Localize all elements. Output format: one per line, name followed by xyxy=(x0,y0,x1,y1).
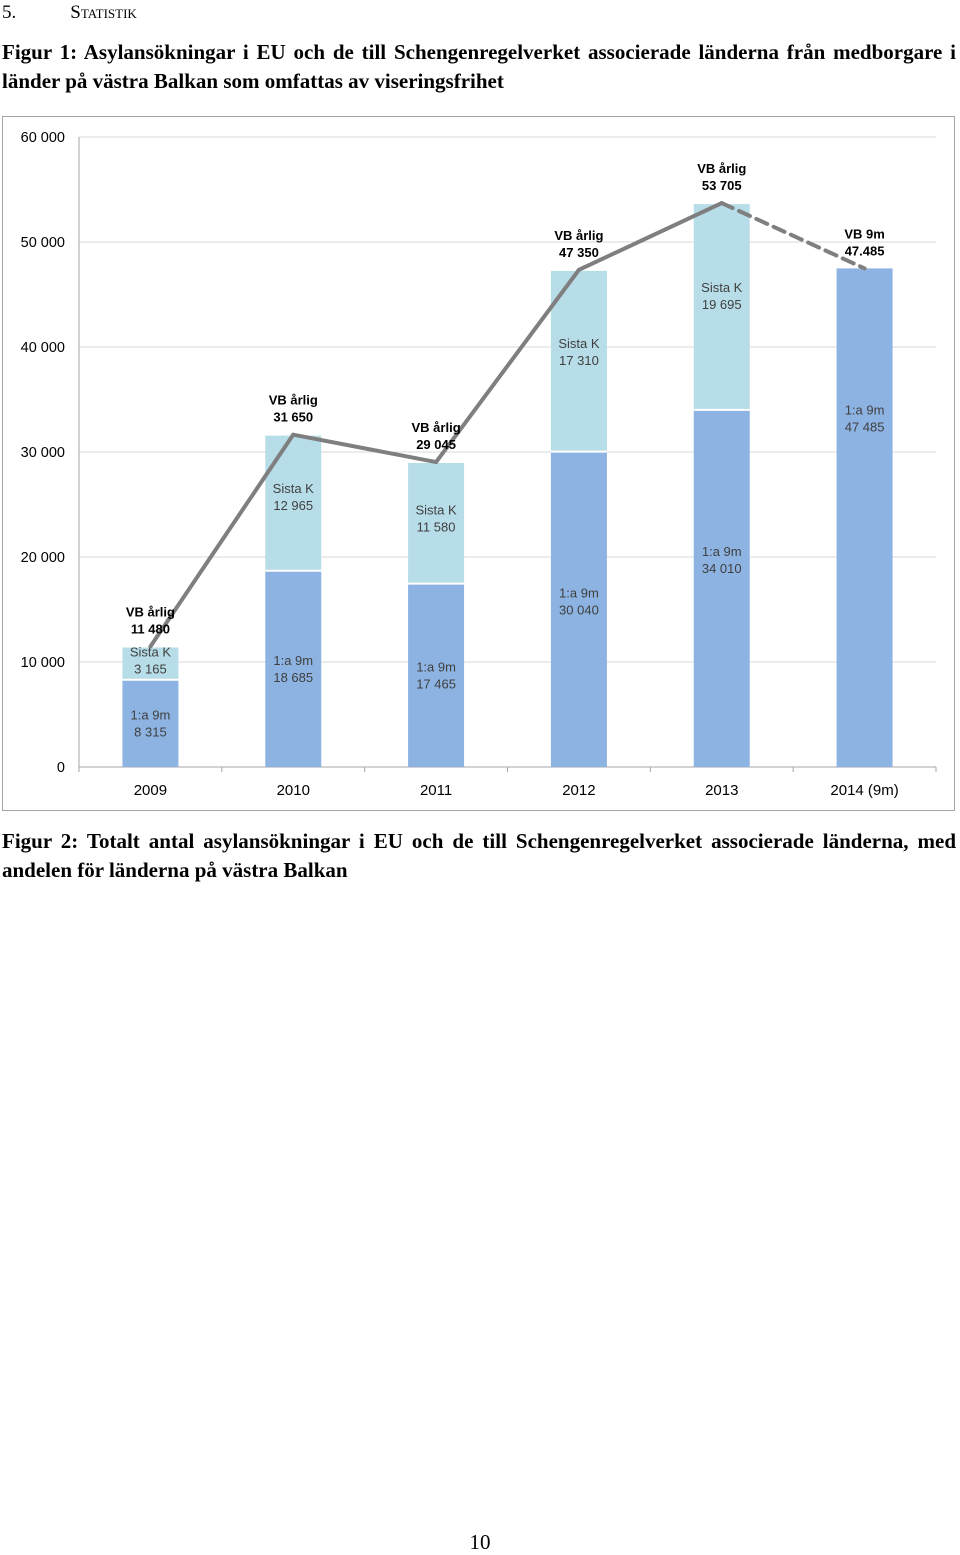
figure-2-caption: Figur 2: Totalt antal asylansökningar i … xyxy=(2,829,956,882)
line-value: 11 480 xyxy=(131,621,170,636)
bar-value-last-quarter: 3 165 xyxy=(134,661,167,676)
x-tick-label: 2013 xyxy=(705,782,738,799)
line-label: VB årlig xyxy=(554,228,603,243)
page-number: 10 xyxy=(469,1530,491,1554)
line-label: VB 9m xyxy=(844,226,884,241)
x-tick-label: 2012 xyxy=(562,782,595,799)
line-label: VB årlig xyxy=(126,604,175,619)
x-tick-label: 2014 (9m) xyxy=(830,782,898,799)
line-value: 53 705 xyxy=(702,178,742,193)
bar-last-quarter xyxy=(265,434,322,571)
line-value: 29 045 xyxy=(416,437,456,452)
bar-last-quarter xyxy=(550,269,607,452)
bar-value-last-quarter: 12 965 xyxy=(273,498,313,513)
y-tick-label: 40 000 xyxy=(21,340,65,356)
bar-value-last-quarter: 11 580 xyxy=(417,519,456,534)
y-tick-label: 0 xyxy=(57,760,65,776)
bar-last-quarter xyxy=(408,462,465,584)
bar-first-9m xyxy=(122,679,179,767)
section-number: 5. xyxy=(2,2,17,23)
bar-first-9m xyxy=(408,583,465,767)
bar-first-9m xyxy=(550,451,607,767)
bar-label-first-9m: 1:a 9m xyxy=(416,659,456,674)
y-tick-label: 10 000 xyxy=(21,655,65,671)
bar-label-first-9m: 1:a 9m xyxy=(702,544,742,559)
y-tick-label: 20 000 xyxy=(21,550,65,566)
bar-value-last-quarter: 17 310 xyxy=(559,353,599,368)
bar-label-first-9m: 1:a 9m xyxy=(131,707,171,722)
bar-first-9m xyxy=(836,268,893,767)
section-title: Statistik xyxy=(70,2,137,23)
chart-frame: 0 10 000 20 000 30 000 40 000 50 000 60 000 200… xyxy=(2,116,955,811)
line-segment xyxy=(291,432,439,465)
y-tick-label: 60 000 xyxy=(21,130,65,146)
line-label: VB årlig xyxy=(269,393,318,408)
bar-value-first-9m: 34 010 xyxy=(702,561,742,576)
bar-label-last-quarter: Sista K xyxy=(415,502,457,517)
x-tick-label: 2009 xyxy=(134,782,167,799)
bar-value-first-9m: 30 040 xyxy=(559,603,599,618)
bar-value-first-9m: 47 485 xyxy=(845,419,885,434)
line-value: 31 650 xyxy=(273,410,313,425)
line-value: 47 350 xyxy=(559,245,599,260)
y-tick-label: 50 000 xyxy=(21,235,65,251)
bar-first-9m xyxy=(265,570,322,767)
figure-1-caption: Figur 1: Asylansökningar i EU och de til… xyxy=(2,40,956,93)
line-label: VB årlig xyxy=(412,420,461,435)
section-heading: 5. Statistik xyxy=(2,2,137,24)
bar-value-last-quarter: 19 695 xyxy=(702,297,742,312)
x-tick-label: 2011 xyxy=(420,782,452,799)
bar-label-last-quarter: Sista K xyxy=(273,481,315,496)
asylum-applications-chart: 0 10 000 20 000 30 000 40 000 50 000 60 000 200… xyxy=(21,130,937,799)
bar-label-last-quarter: Sista K xyxy=(130,644,172,659)
bar-label-last-quarter: Sista K xyxy=(558,336,600,351)
bar-last-quarter xyxy=(122,646,179,680)
line-label: VB årlig xyxy=(697,161,746,176)
line-value: 47.485 xyxy=(845,243,885,258)
line-segment-dashed xyxy=(719,201,867,271)
bar-first-9m xyxy=(693,409,750,767)
bar-last-quarter xyxy=(693,203,750,410)
bar-label-first-9m: 1:a 9m xyxy=(559,586,599,601)
bar-value-first-9m: 18 685 xyxy=(273,670,313,685)
bar-label-first-9m: 1:a 9m xyxy=(273,653,313,668)
x-tick-label: 2010 xyxy=(277,782,310,799)
line-segment xyxy=(148,432,296,649)
y-tick-label: 30 000 xyxy=(21,445,65,461)
line-segment xyxy=(576,201,724,272)
bar-label-first-9m: 1:a 9m xyxy=(845,402,885,417)
bar-label-last-quarter: Sista K xyxy=(701,280,743,295)
line-segment xyxy=(434,267,581,465)
bar-value-first-9m: 8 315 xyxy=(134,724,167,739)
bar-value-first-9m: 17 465 xyxy=(416,676,456,691)
